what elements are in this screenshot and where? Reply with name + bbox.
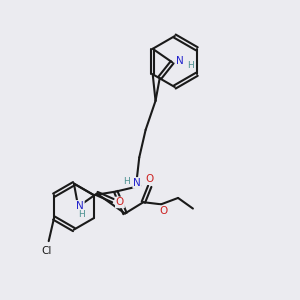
Text: H: H xyxy=(78,210,84,219)
Text: Cl: Cl xyxy=(42,246,52,256)
Text: N: N xyxy=(76,201,84,211)
Text: N: N xyxy=(133,178,141,188)
Text: O: O xyxy=(146,174,154,184)
Text: H: H xyxy=(123,177,130,186)
Text: O: O xyxy=(159,206,167,216)
Text: N: N xyxy=(176,56,184,66)
Text: H: H xyxy=(188,61,194,70)
Text: O: O xyxy=(116,197,124,207)
